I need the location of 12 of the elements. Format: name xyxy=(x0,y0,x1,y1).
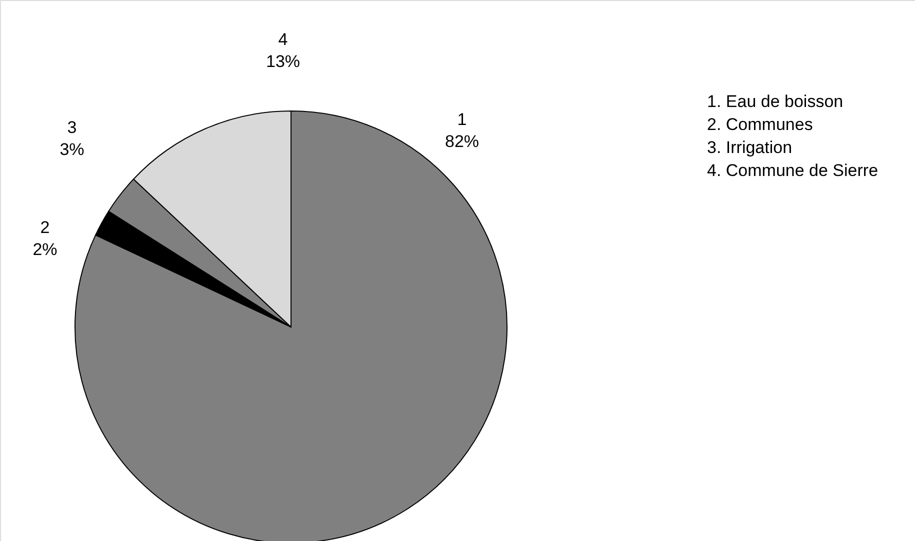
data-label: 3% xyxy=(60,140,84,159)
data-label: 2% xyxy=(32,240,58,259)
slice-label: 3 xyxy=(67,118,77,137)
text: 3. Irrigation xyxy=(707,138,792,157)
data-label: 82% xyxy=(444,132,480,151)
slice-label: 1 xyxy=(457,110,467,129)
slice-label: 2 xyxy=(40,218,50,237)
data-label: 13% xyxy=(266,52,300,71)
text: 1. Eau de boisson xyxy=(707,92,844,111)
text: 2. Communes xyxy=(707,115,813,134)
slice-label: 4 xyxy=(278,30,288,49)
text: 4. Commune de Sierre xyxy=(707,161,878,180)
